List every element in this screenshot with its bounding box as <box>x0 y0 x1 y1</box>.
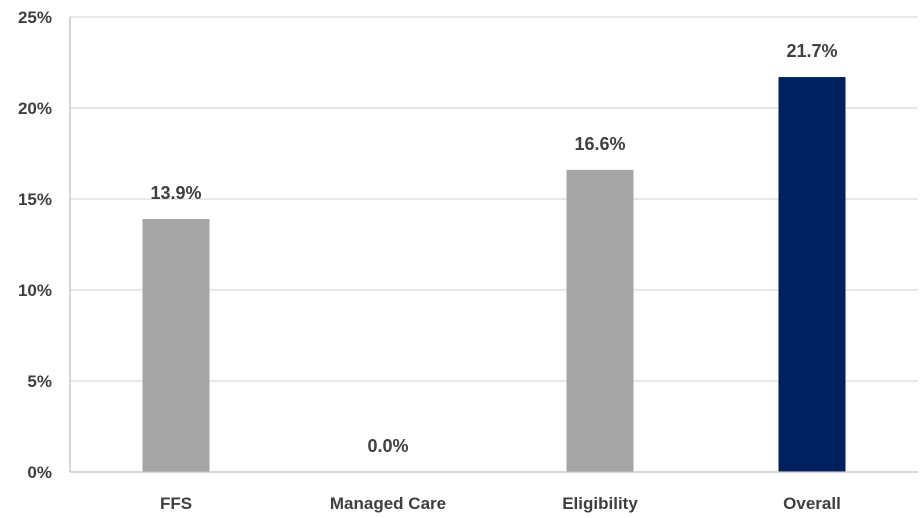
category-label: Overall <box>783 494 841 513</box>
x-axis-category-labels: FFS Managed Care Eligibility Overall <box>160 494 841 513</box>
category-label: FFS <box>160 494 192 513</box>
y-tick-label: 0% <box>27 463 52 482</box>
data-labels: 13.9% 0.0% 16.6% 21.7% <box>150 41 837 456</box>
category-label: Eligibility <box>562 494 638 513</box>
data-label: 16.6% <box>574 134 625 154</box>
bar <box>778 77 846 472</box>
y-tick-label: 25% <box>18 8 52 27</box>
y-tick-label: 5% <box>27 372 52 391</box>
gridlines <box>70 16 918 382</box>
y-tick-label: 15% <box>18 190 52 209</box>
category-label: Managed Care <box>330 494 446 513</box>
bar <box>566 169 634 472</box>
bar <box>142 219 210 472</box>
y-tick-label: 20% <box>18 99 52 118</box>
data-label: 0.0% <box>367 436 408 456</box>
bars <box>142 77 846 472</box>
data-label: 13.9% <box>150 183 201 203</box>
data-label: 21.7% <box>786 41 837 61</box>
axes <box>69 17 918 473</box>
y-tick-label: 10% <box>18 281 52 300</box>
y-axis-tick-labels: 0% 5% 10% 15% 20% 25% <box>18 8 52 482</box>
